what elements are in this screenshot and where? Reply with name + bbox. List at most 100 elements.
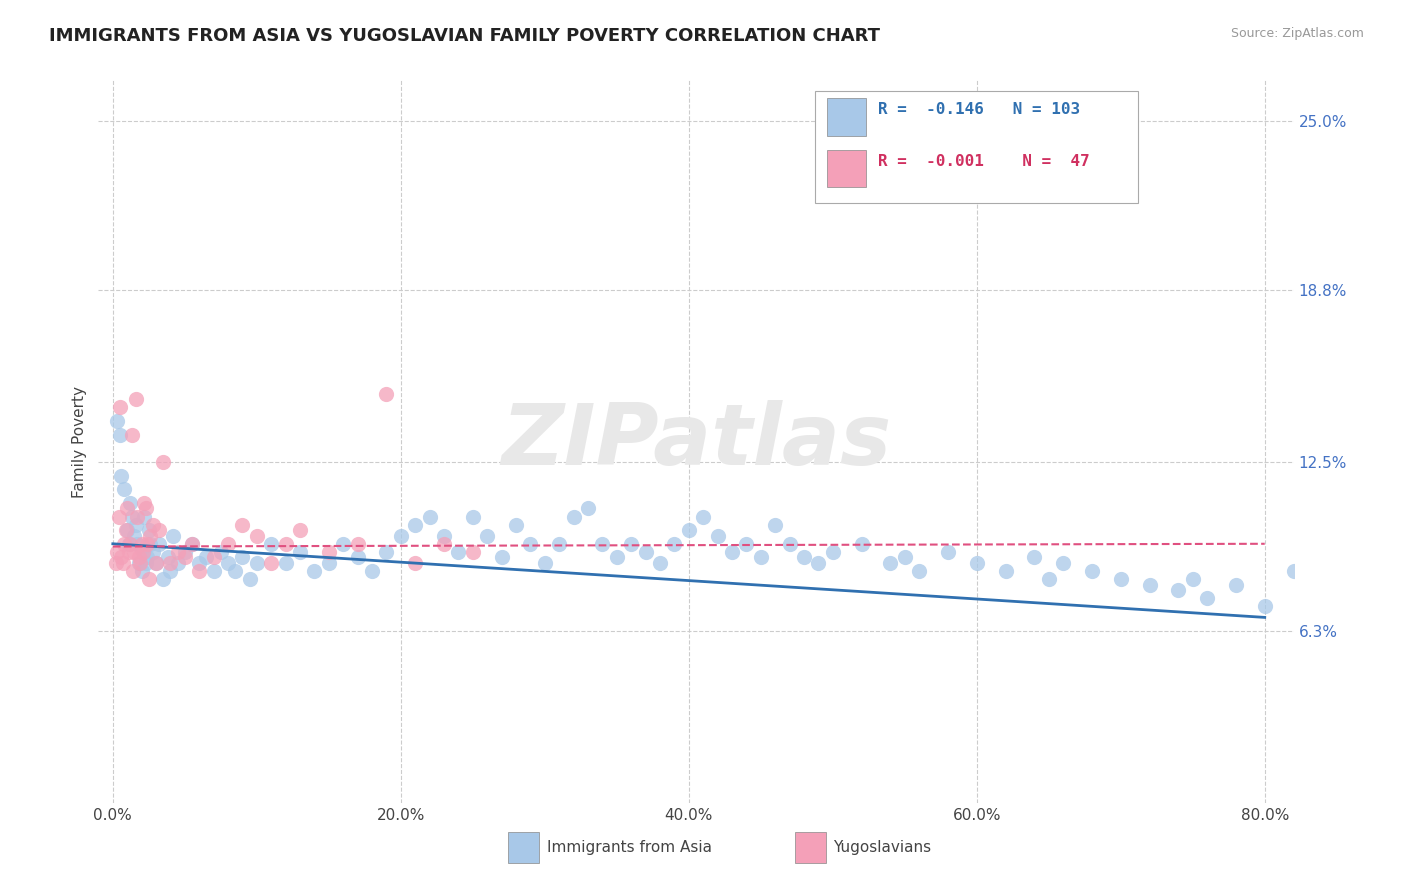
Point (375, 387, 398, 401)
Point (127, 509, 149, 524)
Point (477, 528, 499, 542)
Point (821, 545, 844, 559)
Point (1310, 577, 1333, 591)
Point (138, 572, 160, 586)
Point (1038, 572, 1060, 586)
Point (433, 537, 456, 551)
Point (181, 537, 204, 551)
Point (148, 523, 170, 537)
Point (461, 545, 484, 559)
Point (121, 509, 143, 524)
Point (152, 455, 174, 469)
Point (461, 509, 484, 524)
Point (142, 517, 165, 532)
Point (692, 509, 714, 524)
Point (105, 545, 128, 559)
Point (136, 550, 159, 565)
Point (332, 537, 354, 551)
Point (195, 550, 218, 565)
Point (1052, 556, 1074, 570)
Point (188, 556, 211, 570)
Point (112, 482, 135, 496)
Point (721, 545, 744, 559)
Point (125, 392, 148, 407)
Point (779, 537, 801, 551)
Point (576, 501, 599, 516)
Point (128, 556, 150, 570)
Point (131, 537, 153, 551)
Point (419, 509, 441, 524)
Point (375, 545, 398, 559)
Point (104, 556, 127, 570)
Point (125, 517, 148, 532)
Point (145, 556, 167, 570)
Point (231, 517, 253, 532)
Point (994, 564, 1017, 578)
Text: Immigrants from Asia: Immigrants from Asia (547, 840, 711, 855)
Point (115, 501, 138, 516)
Point (209, 545, 232, 559)
Point (166, 545, 188, 559)
Point (1109, 572, 1132, 586)
Point (404, 517, 426, 532)
Point (118, 545, 141, 559)
Point (1181, 572, 1204, 586)
Point (1081, 564, 1104, 578)
Point (678, 523, 700, 537)
Point (110, 468, 132, 483)
Point (112, 537, 135, 551)
Point (134, 496, 156, 510)
Point (763, 517, 786, 532)
Point (159, 564, 181, 578)
Point (519, 537, 541, 551)
Point (1024, 550, 1046, 565)
Y-axis label: Family Poverty: Family Poverty (72, 385, 87, 498)
Point (121, 427, 143, 442)
Point (548, 537, 571, 551)
Point (129, 556, 152, 570)
FancyBboxPatch shape (509, 832, 540, 863)
Point (131, 564, 153, 578)
Text: R =  -0.001    N =  47: R = -0.001 N = 47 (877, 153, 1090, 169)
Point (966, 556, 988, 570)
Point (620, 537, 643, 551)
FancyBboxPatch shape (815, 91, 1139, 203)
Point (562, 509, 585, 524)
Text: ZIPatlas: ZIPatlas (501, 400, 891, 483)
Point (188, 564, 211, 578)
Point (148, 537, 170, 551)
Point (404, 556, 426, 570)
Point (159, 556, 181, 570)
Point (110, 550, 132, 565)
Text: IMMIGRANTS FROM ASIA VS YUGOSLAVIAN FAMILY POVERTY CORRELATION CHART: IMMIGRANTS FROM ASIA VS YUGOSLAVIAN FAMI… (49, 27, 880, 45)
Point (648, 556, 671, 570)
Point (118, 537, 141, 551)
Point (735, 537, 758, 551)
Point (260, 537, 283, 551)
Point (491, 550, 513, 565)
Point (346, 537, 368, 551)
Point (162, 528, 184, 542)
Point (447, 545, 470, 559)
Point (664, 537, 686, 551)
Point (114, 523, 136, 537)
Point (1167, 583, 1189, 598)
Point (879, 556, 901, 570)
Point (132, 545, 155, 559)
Point (389, 528, 412, 542)
Point (246, 556, 269, 570)
Point (433, 528, 456, 542)
Point (115, 523, 138, 537)
Point (127, 537, 149, 551)
Point (107, 509, 129, 524)
Point (139, 537, 162, 551)
Text: Yugoslavians: Yugoslavians (834, 840, 932, 855)
Point (1197, 591, 1219, 606)
Point (318, 545, 340, 559)
Point (111, 556, 134, 570)
Point (120, 537, 142, 551)
Point (749, 550, 772, 565)
Point (1368, 583, 1391, 598)
Point (166, 556, 188, 570)
Point (105, 414, 128, 428)
